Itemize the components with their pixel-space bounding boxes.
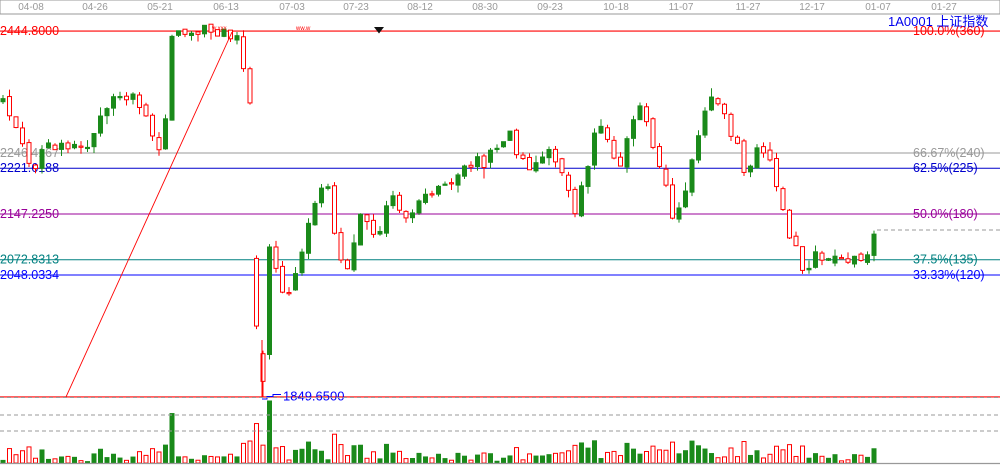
svg-text:1849.6500: 1849.6500: [283, 389, 344, 404]
svg-text:2048.0334: 2048.0334: [0, 268, 59, 282]
svg-text:66.67%(240): 66.67%(240): [913, 146, 985, 160]
svg-text:62.5%(225): 62.5%(225): [913, 161, 978, 175]
svg-text:2147.2250: 2147.2250: [0, 207, 59, 221]
svg-text:33.33%(120): 33.33%(120): [913, 268, 985, 282]
svg-text:w.xxx: w.xxx: [211, 26, 227, 32]
svg-text:1A0001 上证指数: 1A0001 上证指数: [888, 14, 988, 29]
svg-text:04-26: 04-26: [82, 2, 108, 13]
svg-text:01-07: 01-07: [865, 2, 891, 13]
svg-text:07-03: 07-03: [279, 2, 305, 13]
svg-text:37.5%(135): 37.5%(135): [913, 253, 978, 267]
svg-text:11-27: 11-27: [736, 2, 761, 13]
svg-text:12-17: 12-17: [799, 2, 825, 13]
svg-text:06-13: 06-13: [213, 2, 239, 13]
svg-text:50.0%(180): 50.0%(180): [913, 207, 978, 221]
svg-text:04-08: 04-08: [18, 2, 44, 13]
svg-text:11-07: 11-07: [669, 2, 694, 13]
svg-text:10-18: 10-18: [603, 2, 629, 13]
svg-text:2072.8313: 2072.8313: [0, 253, 59, 267]
svg-text:07-23: 07-23: [343, 2, 369, 13]
svg-text:08-12: 08-12: [407, 2, 433, 13]
svg-text:08-30: 08-30: [472, 2, 498, 13]
svg-text:ww.w: ww.w: [295, 26, 311, 32]
svg-text:09-23: 09-23: [537, 2, 563, 13]
svg-text:01-27: 01-27: [931, 2, 957, 13]
svg-text:05-21: 05-21: [147, 2, 173, 13]
svg-text:2444.8000: 2444.8000: [0, 24, 59, 38]
